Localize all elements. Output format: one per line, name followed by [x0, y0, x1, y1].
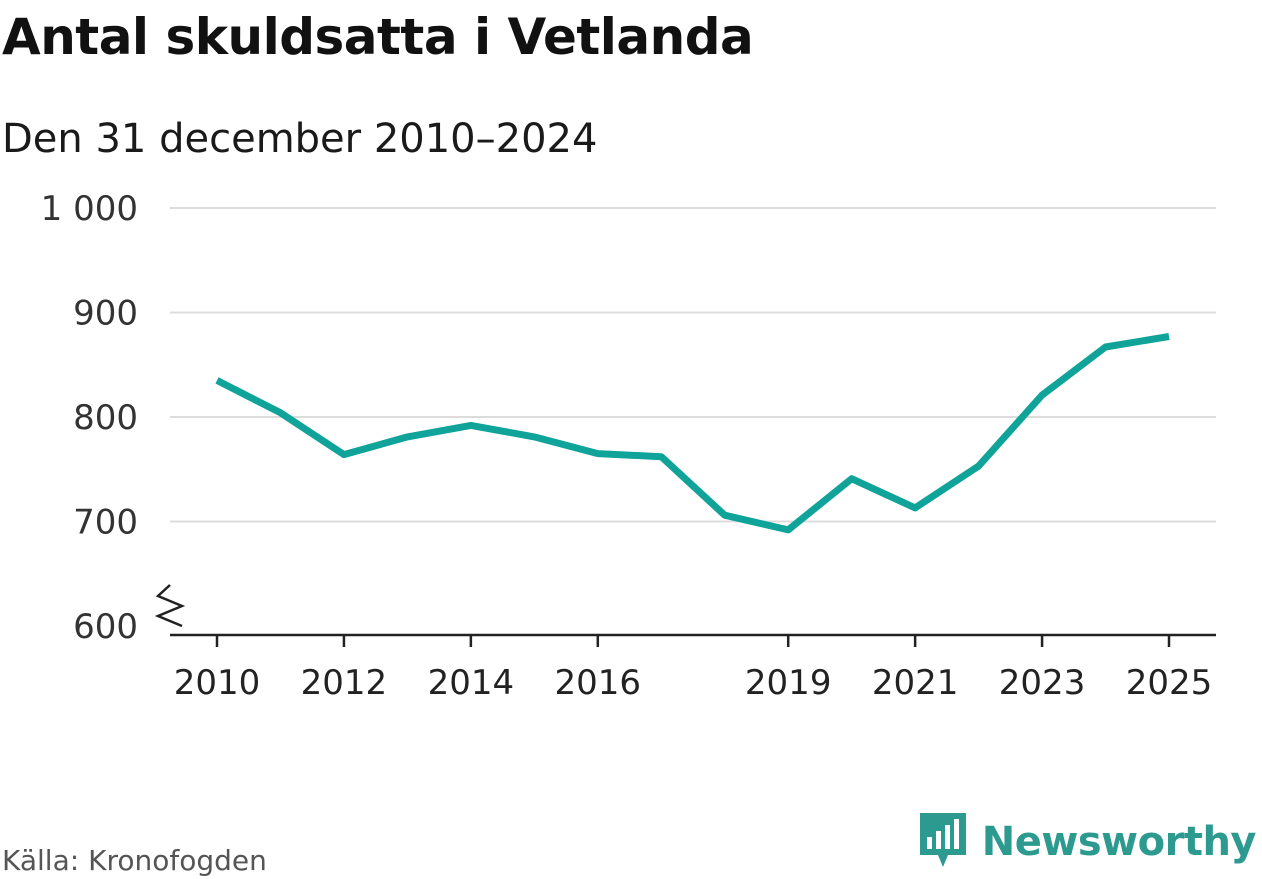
y-axis-ticks: 600 700 800 900 1 000 [41, 189, 186, 647]
x-tick-label: 2025 [1126, 663, 1213, 703]
newsworthy-logo-icon [918, 811, 968, 873]
x-tick-label: 2014 [428, 663, 515, 703]
series-line [215, 333, 1170, 534]
y-tick-label: 600 [73, 607, 138, 647]
x-tick-label: 2023 [999, 663, 1086, 703]
data-series [215, 333, 1170, 534]
x-tick-label: 2010 [174, 663, 261, 703]
brand-name: Newsworthy [981, 819, 1257, 865]
x-tick-label: 2019 [745, 663, 832, 703]
x-tick-label: 2021 [872, 663, 959, 703]
x-tick-label: 2016 [555, 663, 642, 703]
y-tick-label: 1 000 [41, 189, 138, 229]
chart-subtitle: Den 31 december 2010–2024 [2, 116, 598, 162]
source-note: Källa: Kronofogden [2, 844, 267, 877]
chart-title: Antal skuldsatta i Vetlanda [2, 8, 754, 66]
y-tick-label: 800 [73, 398, 138, 438]
gridlines [170, 207, 1216, 523]
x-axis: 2010 2012 2014 2016 2019 2021 2023 2025 [170, 633, 1216, 703]
y-tick-label: 900 [73, 294, 138, 334]
y-tick-label: 700 [73, 503, 138, 543]
x-tick-label: 2012 [301, 663, 388, 703]
brand: Newsworthy [918, 811, 1257, 873]
axis-break-icon [154, 584, 186, 628]
